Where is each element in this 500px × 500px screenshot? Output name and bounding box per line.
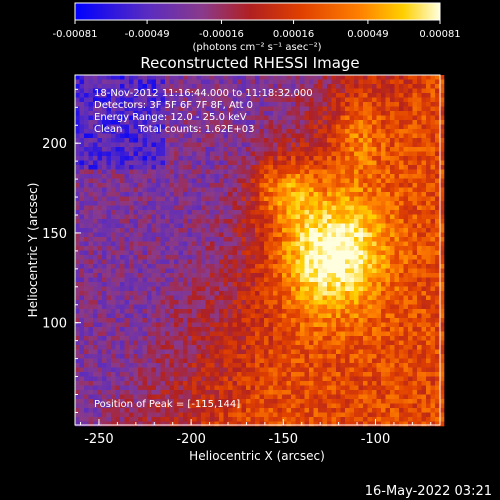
colorbar [74, 2, 441, 21]
colorbar-tick-label: 0.00081 [419, 29, 460, 40]
info-clean-counts: Clean Total counts: 1.62E+03 [94, 124, 254, 135]
y-axis-ticks [75, 88, 81, 413]
x-axis-label: Heliocentric X (arcsec) [189, 449, 325, 463]
heatmap-image [75, 75, 445, 427]
colorbar-ticks [74, 20, 441, 24]
chart-title: Reconstructed RHESSI Image [140, 54, 359, 72]
colorbar-tick-label: 0.00049 [347, 29, 388, 40]
y-axis-tick-labels: 100 150 200 [42, 137, 67, 331]
y-tick-label: 150 [42, 227, 67, 242]
x-tick-label: -150 [269, 432, 299, 447]
info-detectors: Detectors: 3F 5F 6F 7F 8F, Att 0 [94, 100, 253, 111]
colorbar-tick-label: -0.00081 [53, 29, 98, 40]
y-axis-label: Heliocentric Y (arcsec) [26, 183, 40, 318]
y-tick-label: 100 [42, 317, 67, 332]
colorbar-tick-label: 0.00016 [273, 29, 314, 40]
colorbar-tick-label: -0.00016 [199, 29, 244, 40]
info-time-range: 18-Nov-2012 11:16:44.000 to 11:18:32.000 [94, 88, 313, 99]
x-tick-label: -100 [361, 432, 391, 447]
x-tick-label: -250 [84, 432, 114, 447]
info-energy-range: Energy Range: 12.0 - 25.0 keV [94, 112, 247, 123]
colorbar-units: (photons cm⁻² s⁻¹ asec⁻²) [192, 42, 321, 53]
peak-position-label: Position of Peak = [-115,144] [94, 399, 240, 410]
y-tick-label: 200 [42, 137, 67, 152]
timestamp: 16-May-2022 03:21 [365, 484, 492, 499]
colorbar-tick-labels: -0.00081 -0.00049 -0.00016 0.00016 0.00049 0.… [53, 29, 461, 40]
x-axis-tick-labels: -250 -200 -150 -100 [84, 432, 390, 447]
x-tick-label: -200 [176, 432, 206, 447]
plot-frame [74, 74, 441, 426]
x-axis-ticks [80, 419, 432, 425]
colorbar-tick-label: -0.00049 [125, 29, 170, 40]
